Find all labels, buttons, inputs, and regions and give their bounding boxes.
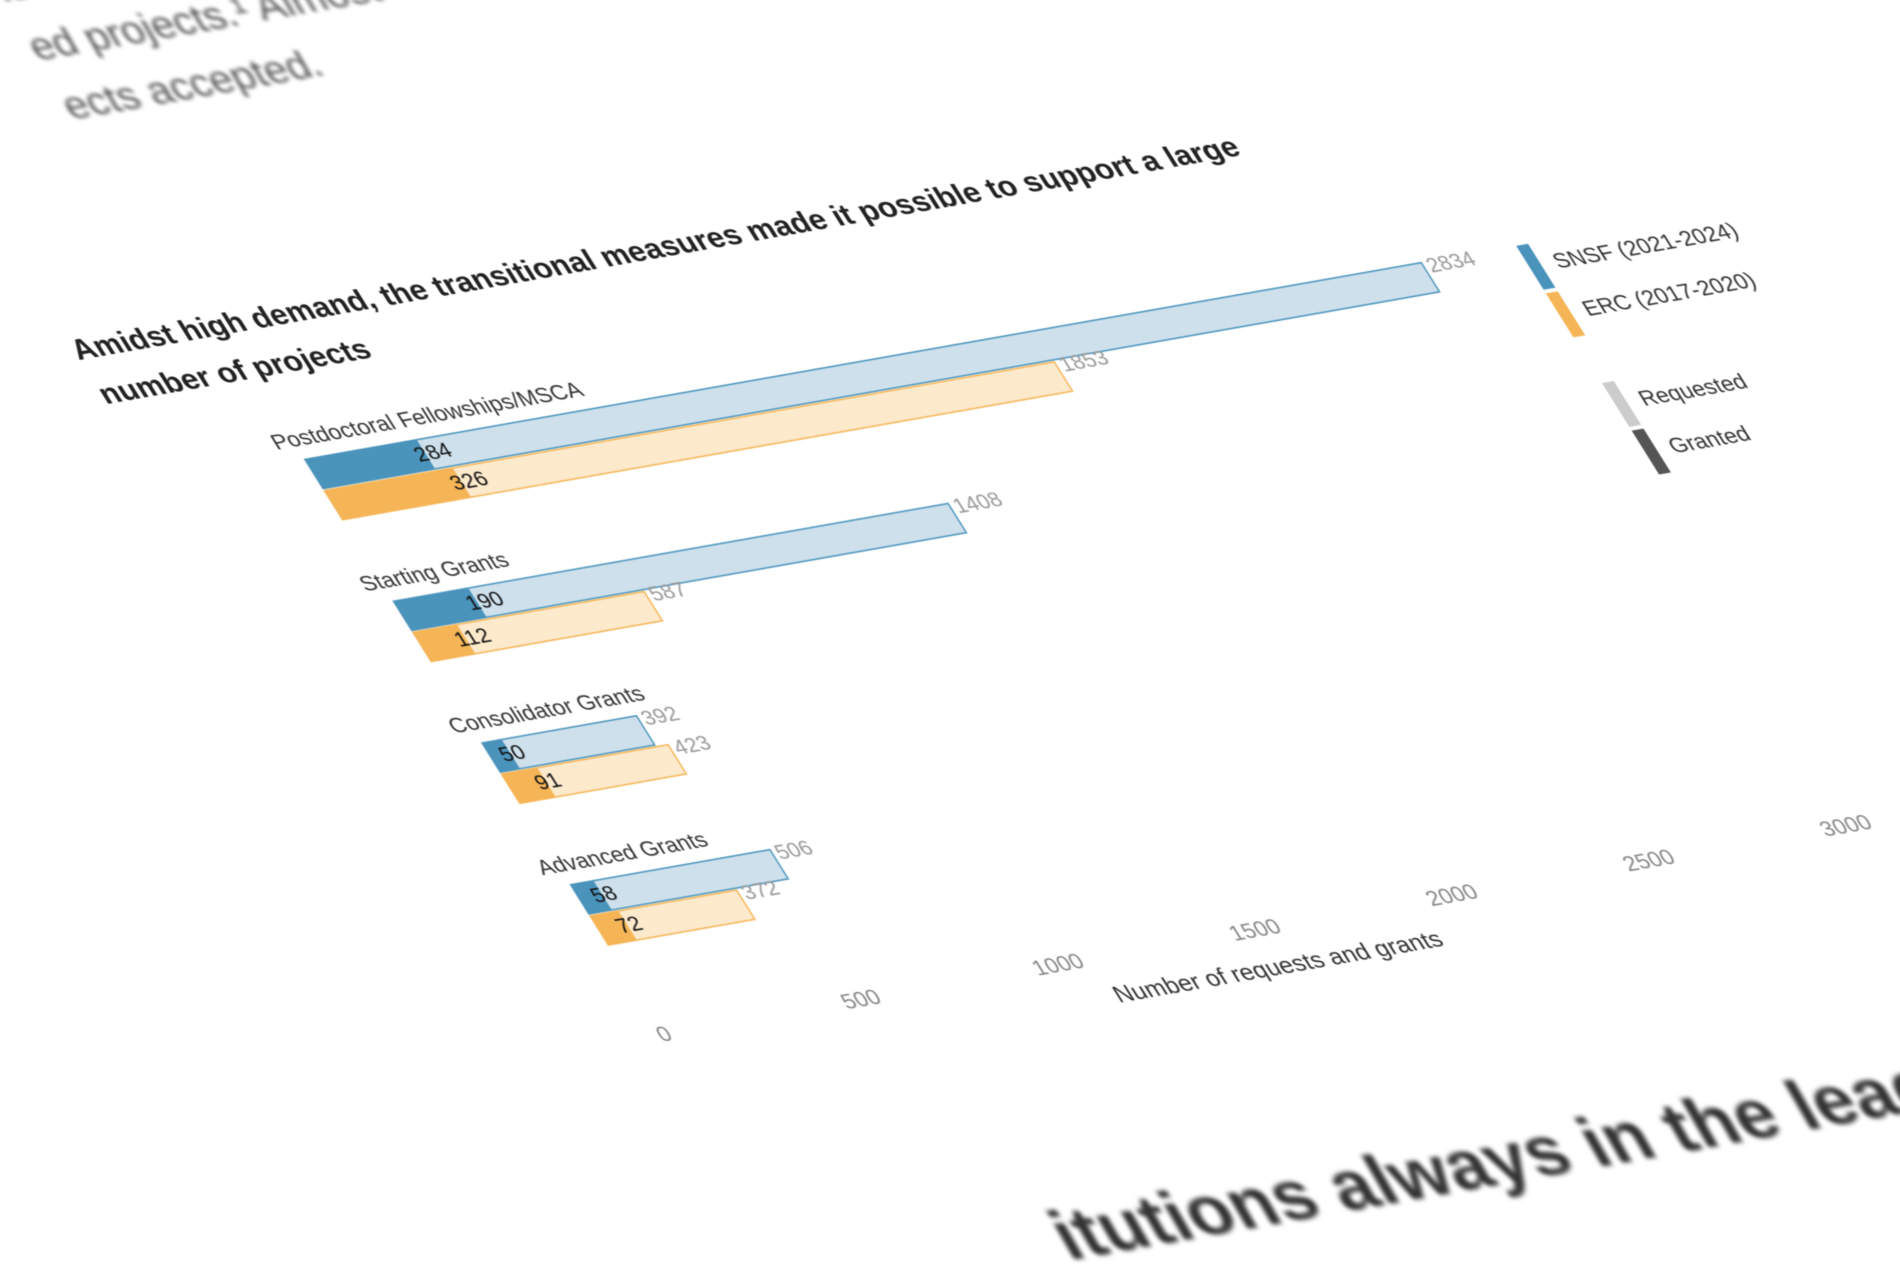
granted-bar xyxy=(324,467,472,520)
granted-bar xyxy=(482,739,521,773)
granted-bar xyxy=(590,910,637,946)
legend-label: ERC (2017-2020) xyxy=(1577,268,1761,321)
granted-bar xyxy=(501,767,556,804)
chart-container: Amidst high demand, the transitional mea… xyxy=(60,49,1900,1121)
granted-bar xyxy=(570,880,612,915)
x-tick-label: 3000 xyxy=(1814,810,1876,841)
x-tick-label: 2500 xyxy=(1617,845,1679,876)
legend-swatch xyxy=(1601,380,1642,427)
x-tick-label: 2000 xyxy=(1420,879,1482,910)
legend-label: Granted xyxy=(1663,421,1756,458)
title-box: Amidst high demand, the transitional mea… xyxy=(64,131,1247,411)
x-tick-label: 1000 xyxy=(1027,949,1089,980)
legend-label: SNSF (2021-2024) xyxy=(1547,218,1743,273)
legend-swatch xyxy=(1545,291,1586,338)
requested-label: 1408 xyxy=(948,488,1008,518)
legend-swatch xyxy=(1516,243,1556,290)
legend-swatch xyxy=(1631,428,1671,475)
section-heading: itutions always in the lead xyxy=(1035,1046,1900,1276)
granted-bar xyxy=(412,624,476,662)
x-tick-label: 0 xyxy=(651,1021,677,1046)
granted-bar xyxy=(304,439,436,489)
legend-label: Requested xyxy=(1633,369,1752,410)
x-tick-label: 1500 xyxy=(1224,914,1286,945)
chart: Amidst high demand, the transitional mea… xyxy=(64,131,1877,1046)
chart-title: Amidst high demand, the transitional mea… xyxy=(64,131,1247,411)
requested-label: 2834 xyxy=(1421,247,1481,277)
paragraph: iss francs. Fem ed projects.¹ Almost as … xyxy=(0,0,763,137)
granted-bar xyxy=(393,588,487,631)
x-tick-label: 500 xyxy=(836,985,886,1014)
